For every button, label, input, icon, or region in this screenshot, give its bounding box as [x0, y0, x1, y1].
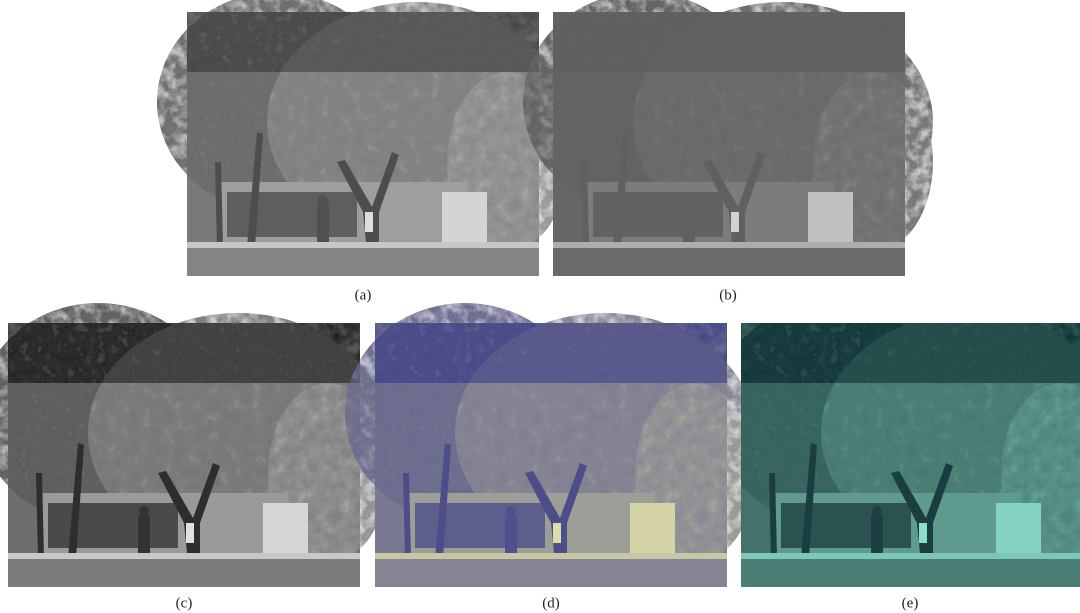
caption: (d): [542, 595, 560, 611]
image-frame: [711, 303, 1080, 587]
panel-a: (a): [157, 0, 567, 303]
caption: (c): [176, 595, 193, 611]
caption: (a): [355, 287, 372, 303]
figure: (a) (b) (c) (d) (e): [0, 0, 1080, 613]
panel-d: (d): [345, 303, 755, 611]
image: [711, 303, 1080, 587]
panel-b: (b): [523, 0, 933, 303]
caption: (e): [902, 595, 919, 611]
image: [0, 303, 388, 587]
panel-e: (e): [711, 303, 1080, 611]
image: [523, 0, 933, 276]
image: [345, 303, 755, 587]
image: [157, 0, 567, 276]
caption: (b): [719, 287, 737, 303]
panel-c: (c): [0, 303, 388, 611]
